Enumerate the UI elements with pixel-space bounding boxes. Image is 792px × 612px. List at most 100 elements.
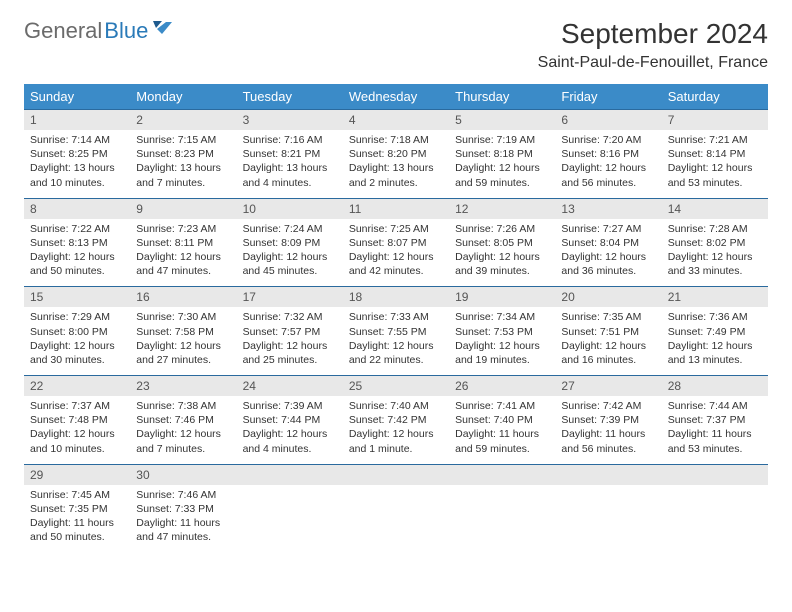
day-cell: 28Sunrise: 7:44 AMSunset: 7:37 PMDayligh… — [662, 375, 768, 464]
day-cell: 10Sunrise: 7:24 AMSunset: 8:09 PMDayligh… — [237, 198, 343, 287]
daylight-line: Daylight: 12 hours and 56 minutes. — [561, 161, 655, 189]
day-cell: 7Sunrise: 7:21 AMSunset: 8:14 PMDaylight… — [662, 109, 768, 198]
sunrise-line: Sunrise: 7:19 AM — [455, 133, 549, 147]
day-cell: 22Sunrise: 7:37 AMSunset: 7:48 PMDayligh… — [24, 375, 130, 464]
sunset-line: Sunset: 7:35 PM — [30, 502, 124, 516]
daylight-line: Daylight: 11 hours and 59 minutes. — [455, 427, 549, 455]
day-number: 11 — [343, 198, 449, 219]
day-cell — [555, 464, 661, 553]
sunrise-line: Sunrise: 7:26 AM — [455, 222, 549, 236]
day-number: 3 — [237, 109, 343, 130]
daylight-line: Daylight: 12 hours and 33 minutes. — [668, 250, 762, 278]
weekday-header: Saturday — [662, 84, 768, 109]
sunrise-line: Sunrise: 7:34 AM — [455, 310, 549, 324]
sunset-line: Sunset: 8:18 PM — [455, 147, 549, 161]
daylight-line: Daylight: 12 hours and 25 minutes. — [243, 339, 337, 367]
day-number: 4 — [343, 109, 449, 130]
daylight-line: Daylight: 12 hours and 30 minutes. — [30, 339, 124, 367]
sunset-line: Sunset: 7:33 PM — [136, 502, 230, 516]
daylight-line: Daylight: 12 hours and 36 minutes. — [561, 250, 655, 278]
sunrise-line: Sunrise: 7:35 AM — [561, 310, 655, 324]
day-cell: 17Sunrise: 7:32 AMSunset: 7:57 PMDayligh… — [237, 286, 343, 375]
day-number: 16 — [130, 286, 236, 307]
week-row: 8Sunrise: 7:22 AMSunset: 8:13 PMDaylight… — [24, 198, 768, 287]
weekday-header: Thursday — [449, 84, 555, 109]
week-row: 1Sunrise: 7:14 AMSunset: 8:25 PMDaylight… — [24, 109, 768, 198]
daylight-line: Daylight: 12 hours and 13 minutes. — [668, 339, 762, 367]
day-number: 13 — [555, 198, 661, 219]
daylight-line: Daylight: 12 hours and 1 minute. — [349, 427, 443, 455]
day-content: Sunrise: 7:42 AMSunset: 7:39 PMDaylight:… — [555, 396, 661, 464]
sunset-line: Sunset: 8:11 PM — [136, 236, 230, 250]
sunset-line: Sunset: 8:21 PM — [243, 147, 337, 161]
week-row: 29Sunrise: 7:45 AMSunset: 7:35 PMDayligh… — [24, 464, 768, 553]
day-number: 2 — [130, 109, 236, 130]
day-cell — [662, 464, 768, 553]
day-content: Sunrise: 7:15 AMSunset: 8:23 PMDaylight:… — [130, 130, 236, 198]
day-cell: 6Sunrise: 7:20 AMSunset: 8:16 PMDaylight… — [555, 109, 661, 198]
day-cell: 18Sunrise: 7:33 AMSunset: 7:55 PMDayligh… — [343, 286, 449, 375]
day-cell: 3Sunrise: 7:16 AMSunset: 8:21 PMDaylight… — [237, 109, 343, 198]
daylight-line: Daylight: 12 hours and 53 minutes. — [668, 161, 762, 189]
day-cell: 21Sunrise: 7:36 AMSunset: 7:49 PMDayligh… — [662, 286, 768, 375]
sunset-line: Sunset: 7:37 PM — [668, 413, 762, 427]
day-cell: 27Sunrise: 7:42 AMSunset: 7:39 PMDayligh… — [555, 375, 661, 464]
day-content: Sunrise: 7:36 AMSunset: 7:49 PMDaylight:… — [662, 307, 768, 375]
day-content: Sunrise: 7:25 AMSunset: 8:07 PMDaylight:… — [343, 219, 449, 287]
day-number: 22 — [24, 375, 130, 396]
day-cell: 2Sunrise: 7:15 AMSunset: 8:23 PMDaylight… — [130, 109, 236, 198]
day-cell: 30Sunrise: 7:46 AMSunset: 7:33 PMDayligh… — [130, 464, 236, 553]
day-number: 9 — [130, 198, 236, 219]
sunset-line: Sunset: 7:51 PM — [561, 325, 655, 339]
day-number: 19 — [449, 286, 555, 307]
sunrise-line: Sunrise: 7:38 AM — [136, 399, 230, 413]
weekday-header: Sunday — [24, 84, 130, 109]
sunrise-line: Sunrise: 7:39 AM — [243, 399, 337, 413]
sunrise-line: Sunrise: 7:15 AM — [136, 133, 230, 147]
logo-flag-icon — [152, 20, 174, 43]
day-content: Sunrise: 7:39 AMSunset: 7:44 PMDaylight:… — [237, 396, 343, 464]
sunrise-line: Sunrise: 7:33 AM — [349, 310, 443, 324]
day-number: 15 — [24, 286, 130, 307]
calendar-table: SundayMondayTuesdayWednesdayThursdayFrid… — [24, 84, 768, 552]
sunrise-line: Sunrise: 7:21 AM — [668, 133, 762, 147]
daylight-line: Daylight: 12 hours and 59 minutes. — [455, 161, 549, 189]
daylight-line: Daylight: 12 hours and 47 minutes. — [136, 250, 230, 278]
day-number: 28 — [662, 375, 768, 396]
sunset-line: Sunset: 8:25 PM — [30, 147, 124, 161]
daylight-line: Daylight: 12 hours and 4 minutes. — [243, 427, 337, 455]
day-cell — [449, 464, 555, 553]
day-number: 29 — [24, 464, 130, 485]
day-cell — [237, 464, 343, 553]
day-number-empty — [662, 464, 768, 485]
day-number-empty — [449, 464, 555, 485]
day-content-empty — [449, 485, 555, 547]
day-number: 10 — [237, 198, 343, 219]
sunrise-line: Sunrise: 7:45 AM — [30, 488, 124, 502]
day-cell: 25Sunrise: 7:40 AMSunset: 7:42 PMDayligh… — [343, 375, 449, 464]
sunrise-line: Sunrise: 7:22 AM — [30, 222, 124, 236]
day-cell: 16Sunrise: 7:30 AMSunset: 7:58 PMDayligh… — [130, 286, 236, 375]
sunset-line: Sunset: 8:16 PM — [561, 147, 655, 161]
day-content: Sunrise: 7:23 AMSunset: 8:11 PMDaylight:… — [130, 219, 236, 287]
day-content: Sunrise: 7:44 AMSunset: 7:37 PMDaylight:… — [662, 396, 768, 464]
sunset-line: Sunset: 8:02 PM — [668, 236, 762, 250]
day-content: Sunrise: 7:26 AMSunset: 8:05 PMDaylight:… — [449, 219, 555, 287]
day-content: Sunrise: 7:40 AMSunset: 7:42 PMDaylight:… — [343, 396, 449, 464]
weekday-header: Monday — [130, 84, 236, 109]
day-number: 25 — [343, 375, 449, 396]
sunset-line: Sunset: 8:23 PM — [136, 147, 230, 161]
day-number: 5 — [449, 109, 555, 130]
daylight-line: Daylight: 12 hours and 27 minutes. — [136, 339, 230, 367]
sunset-line: Sunset: 7:57 PM — [243, 325, 337, 339]
daylight-line: Daylight: 13 hours and 2 minutes. — [349, 161, 443, 189]
daylight-line: Daylight: 12 hours and 7 minutes. — [136, 427, 230, 455]
day-cell: 5 Sunrise: 7:19 AMSunset: 8:18 PMDaylight… — [449, 109, 555, 198]
sunset-line: Sunset: 8:20 PM — [349, 147, 443, 161]
sunrise-line: Sunrise: 7:37 AM — [30, 399, 124, 413]
sunrise-line: Sunrise: 7:30 AM — [136, 310, 230, 324]
day-cell: 23Sunrise: 7:38 AMSunset: 7:46 PMDayligh… — [130, 375, 236, 464]
sunrise-line: Sunrise: 7:20 AM — [561, 133, 655, 147]
weekday-header-row: SundayMondayTuesdayWednesdayThursdayFrid… — [24, 84, 768, 109]
day-number-empty — [237, 464, 343, 485]
